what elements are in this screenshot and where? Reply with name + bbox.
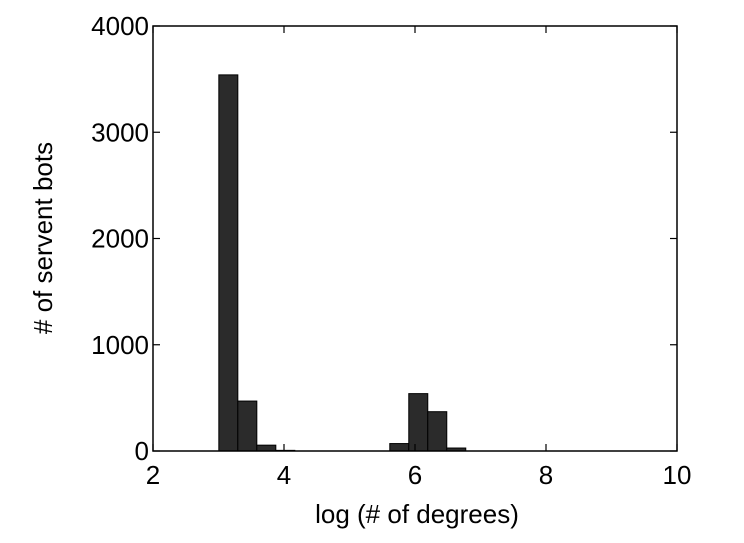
y-tick-label: 1000 [91,330,149,360]
y-tick-label: 0 [135,436,149,466]
y-tick-label: 3000 [91,117,149,147]
histogram-bar-1 [237,400,258,452]
histogram-bar-4 [389,443,410,452]
x-tick-label: 6 [408,460,422,490]
y-tick-label: 4000 [91,11,149,41]
y-axis-title: # of servent bots [28,142,58,334]
x-axis-title: log (# of degrees) [315,499,519,529]
tick-labels: 2 4 6 8 10 0 1000 2000 3000 4000 [91,11,691,490]
x-tick-label: 8 [539,460,553,490]
x-tick-label: 2 [146,460,160,490]
x-tick-label: 4 [277,460,291,490]
y-tick-label: 2000 [91,224,149,254]
histogram-bar-2 [256,444,277,452]
histogram-bar-0 [218,74,239,452]
histogram-bar-6 [427,411,448,452]
histogram-bar-5 [408,393,429,452]
x-tick-label: 10 [663,460,692,490]
plot-frame [152,25,678,452]
histogram-bars [218,74,467,452]
